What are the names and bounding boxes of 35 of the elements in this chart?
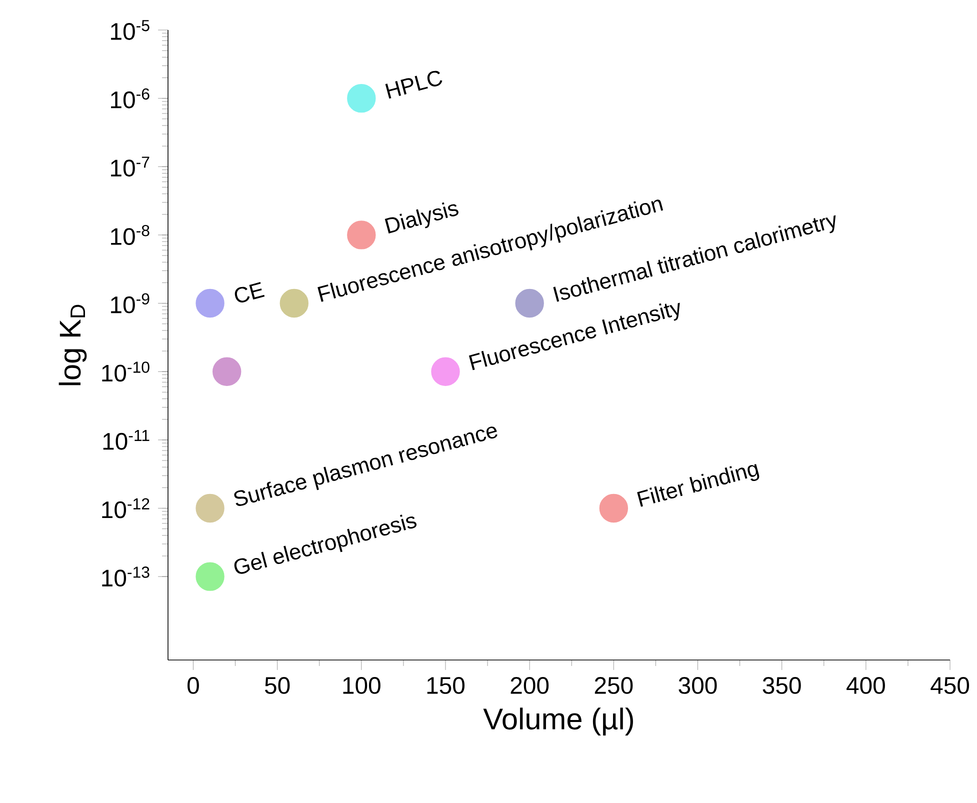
x-axis-title: Volume (µl) [483, 708, 633, 736]
point [347, 84, 376, 113]
x-tick-label: 50 [264, 677, 290, 694]
y-tick-label: 10$^{-5}$ [111, 20, 150, 40]
annotation: Surface plasmon resonance [234, 426, 498, 506]
point [347, 220, 376, 250]
x-tick-label: 200 [510, 677, 549, 694]
y-tick-label: 10$^{-6}$ [111, 88, 150, 108]
y-tick-label: 10$^{-11}$ [103, 430, 150, 450]
point [212, 357, 242, 386]
point [431, 357, 460, 386]
y-tick-label: 10$^{-13}$ [102, 566, 150, 587]
point [196, 562, 224, 591]
x-tick-label: 400 [846, 677, 885, 694]
x-tick-label: 450 [930, 677, 970, 694]
annotation: Filter binding [637, 464, 760, 507]
point [280, 288, 308, 318]
y-axis-title: log K$_{D}$ [58, 304, 87, 386]
y-tick-label: 10$^{-8}$ [111, 224, 150, 245]
annotation: CE [234, 282, 265, 302]
y-tick-label: 10$^{-10}$ [102, 362, 150, 382]
x-tick-label: 100 [343, 677, 380, 694]
point [196, 494, 224, 523]
y-tick-label: 10$^{-12}$ [102, 498, 150, 518]
point [515, 288, 544, 318]
y-tick-label: 10$^{-7}$ [111, 156, 150, 177]
x-tick-label: 150 [427, 677, 465, 694]
annotation: HPLC [385, 70, 442, 99]
x-tick-label: 300 [678, 677, 717, 694]
point [196, 288, 224, 318]
x-tick-label: 250 [594, 677, 633, 694]
x-tick-label: 350 [762, 677, 801, 694]
point [599, 494, 628, 523]
x-tick-label: 0 [188, 677, 199, 694]
y-tick-label: 10$^{-9}$ [111, 293, 150, 314]
